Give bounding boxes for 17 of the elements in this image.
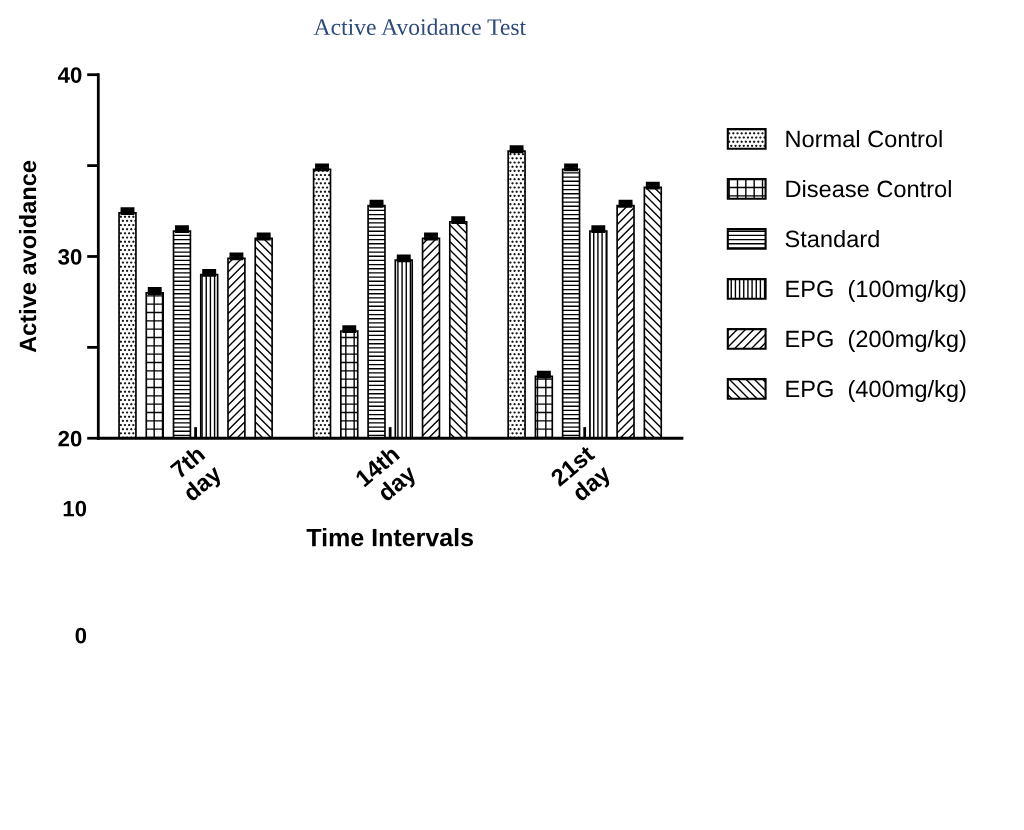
x-tick-label: 14th day — [354, 444, 421, 506]
legend-label: Disease Control — [786, 179, 951, 198]
legend-label: EPG (400mg/kg) — [786, 379, 966, 402]
legend-label: EPG (200mg/kg) — [786, 329, 966, 352]
chart-title: Active Avoidance Test — [313, 18, 526, 36]
y-tick-label: 40 — [57, 67, 82, 83]
y-tick-label: 30 — [58, 249, 82, 265]
y-axis-title: Active avoidance — [18, 160, 37, 353]
text: 0 — [75, 627, 87, 644]
y-tick-label: 20 — [58, 430, 82, 447]
legend-label: Standard — [785, 229, 879, 248]
legend-label: EPG (100mg/kg) — [786, 279, 966, 302]
x-axis-title: Time Intervals — [306, 528, 473, 547]
legend-label: Normal Control — [786, 129, 942, 148]
text: 10 — [63, 500, 87, 517]
x-tick-label: 7th day — [169, 444, 226, 506]
x-tick-label: 21st day — [549, 444, 616, 506]
